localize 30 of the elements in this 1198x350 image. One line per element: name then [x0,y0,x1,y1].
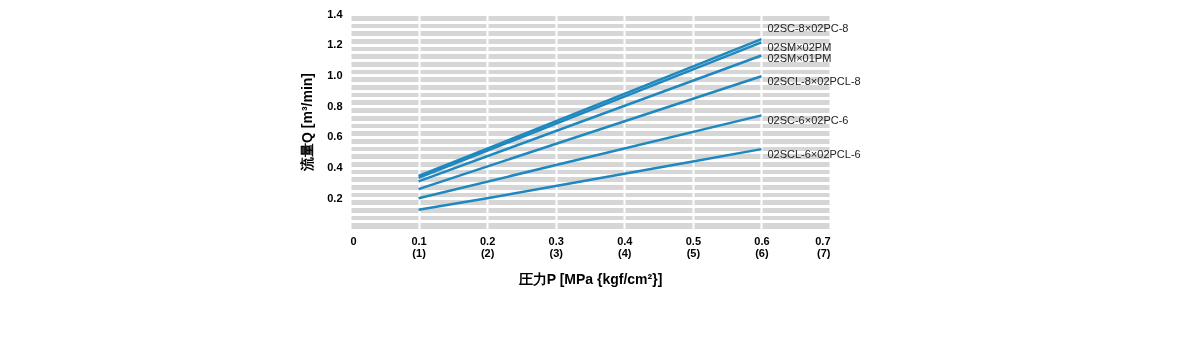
series-label: 02SC-6×02PC-6 [767,114,849,127]
x-tick-label: 0.1 [411,234,427,247]
y-tick-label: 0.8 [327,99,343,112]
y-tick-label: 1.4 [327,7,344,20]
x-axis-title: 圧力P [MPa {kgf/cm²}] [517,270,663,287]
x2-tick-label: (5) [686,246,701,259]
x2-tick-label: (4) [618,246,632,259]
x2-tick-label: (7) [817,246,831,259]
x-tick-label: 0.2 [479,234,496,247]
x2-tick-label: (2) [480,246,495,259]
y-tick-label: 0.6 [327,130,343,143]
y-tick-label: 1.0 [327,68,343,81]
x-tick-label: 0 [350,234,357,247]
x-tick-label: 0.7 [815,234,831,247]
y-tick-label: 1.2 [327,38,343,51]
series-label: 02SC-8×02PC-8 [767,22,849,35]
x-tick-label: 0.3 [548,234,564,247]
series-label: 02SM×01PM [767,52,832,65]
series-label: 02SCL-8×02PCL-8 [767,75,861,88]
x-tick-label: 0.5 [685,234,702,247]
y-tick-label: 0.2 [327,191,343,204]
x-tick-label: 0.4 [617,234,634,247]
y-axis-title: 流量Q [m³/min] [299,73,316,172]
x2-tick-label: (1) [412,246,427,259]
x2-tick-label: (6) [755,246,769,259]
series-label: 02SCL-6×02PCL-6 [767,148,861,161]
series-label: 02SM×02PM [767,41,832,54]
y-tick-label: 0.4 [327,161,344,174]
x-tick-label: 0.6 [754,234,770,247]
x2-tick-label: (3) [549,246,564,259]
